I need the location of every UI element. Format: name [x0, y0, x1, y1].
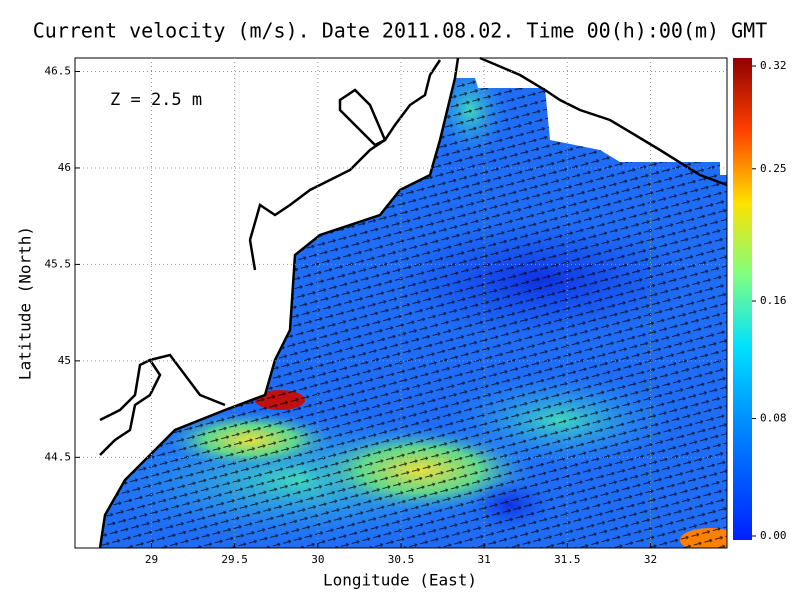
colorbar-tick-label: 0.08 — [760, 412, 787, 425]
coastline — [98, 56, 728, 549]
x-tick-label: 29.5 — [221, 553, 248, 566]
x-tick-label: 31 — [478, 553, 491, 566]
x-axis-label: Longitude (East) — [323, 571, 477, 590]
velocity-field — [100, 78, 727, 548]
x-tick-label: 31.5 — [554, 553, 581, 566]
y-axis-label: Latitude (North) — [16, 226, 35, 380]
x-tick-label: 32 — [644, 553, 657, 566]
y-tick-label: 46 — [58, 161, 71, 174]
colorbar — [733, 58, 752, 540]
x-tick-label: 30 — [311, 553, 324, 566]
colorbar-tick-label: 0.25 — [760, 162, 787, 175]
depth-annotation: Z = 2.5 m — [110, 90, 202, 110]
x-tick-label: 29 — [145, 553, 158, 566]
y-tick-label: 46.5 — [45, 65, 72, 78]
colorbar-tick-label: 0.32 — [760, 59, 787, 72]
y-tick-label: 45 — [58, 354, 71, 367]
colorbar-tick-label: 0.16 — [760, 294, 787, 307]
chart-title: Current velocity (m/s). Date 2011.08.02.… — [33, 19, 768, 43]
y-tick-label: 44.5 — [45, 450, 72, 463]
colorbar-tick-label: 0.00 — [760, 529, 787, 542]
y-tick-label: 45.5 — [45, 257, 72, 270]
x-tick-label: 30.5 — [388, 553, 415, 566]
